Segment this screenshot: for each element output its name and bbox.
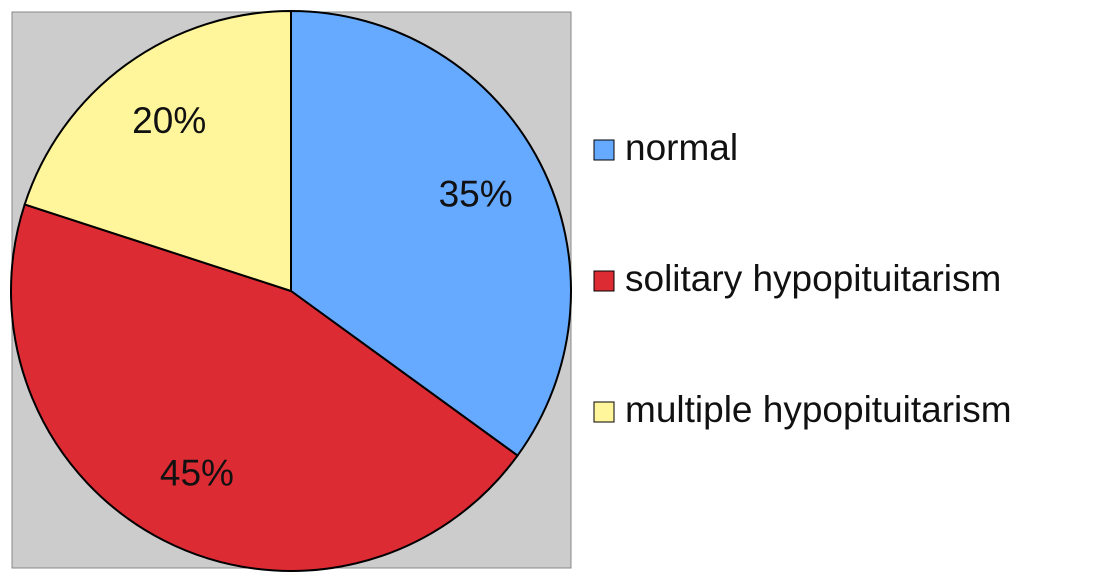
data-label: 45% [160,452,234,493]
legend: normal solitary hypopituitarism multiple h… [593,127,1012,430]
pie-slice [290,9,572,457]
legend-label: multiple hypopituitarism [625,389,1012,430]
legend-swatch [593,139,615,161]
pie-slice [10,203,519,573]
data-label: 20% [132,100,206,141]
legend-label: normal [625,127,738,168]
legend-swatch [593,270,615,292]
legend-swatch [593,401,615,423]
pie: 35% 45% 20% [10,9,572,573]
legend-label: solitary hypopituitarism [625,258,1001,299]
pie-slice [23,9,292,293]
data-label: 35% [439,174,513,215]
